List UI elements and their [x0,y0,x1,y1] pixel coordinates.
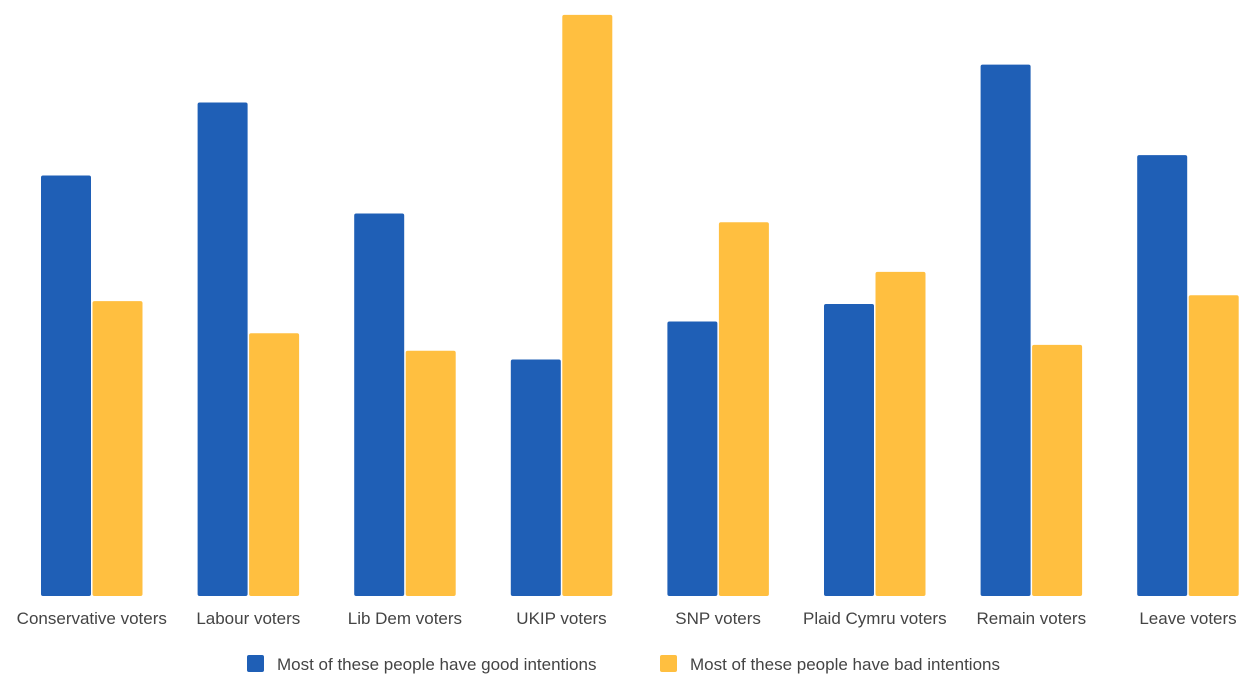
x-tick-label-conservative-voters: Conservative voters [17,609,167,628]
x-tick-label-snp-voters: SNP voters [675,609,761,628]
bar-snp-voters-bad-intentions [718,222,769,596]
x-tick-label-plaid-cymru-voters: Plaid Cymru voters [803,609,947,628]
bar-ukip-voters-bad-intentions [562,14,613,596]
x-tick-label-remain-voters: Remain voters [976,609,1086,628]
bar-conservative-voters-good-intentions [41,175,91,596]
bar-snp-voters-good-intentions [667,321,718,596]
bar-ukip-voters-good-intentions [510,359,561,596]
bar-leave-voters-bad-intentions [1188,295,1239,596]
bar-remain-voters-good-intentions [980,64,1031,597]
bar-labour-voters-bad-intentions [249,333,300,596]
x-tick-label-leave-voters: Leave voters [1139,609,1236,628]
x-tick-label-lib-dem-voters: Lib Dem voters [348,609,462,628]
x-tick-label-labour-voters: Labour voters [196,609,300,628]
bar-plaid-cymru-voters-bad-intentions [875,271,926,596]
legend: Most of these people have good intention… [247,655,1000,674]
bar-conservative-voters-bad-intentions [92,301,143,596]
bar-leave-voters-good-intentions [1137,155,1188,596]
bar-lib-dem-voters-bad-intentions [405,350,456,596]
legend-swatch-good-intentions [247,655,264,672]
x-axis-tick-labels: Conservative voters Labour voters Lib Dem … [17,609,1237,628]
legend-label-good-intentions: Most of these people have good intention… [277,655,596,674]
x-tick-label-ukip-voters: UKIP voters [516,609,606,628]
bar-plaid-cymru-voters-good-intentions [824,304,874,596]
legend-swatch-bad-intentions [660,655,677,672]
bar-labour-voters-good-intentions [197,102,248,596]
bars-layer [41,14,1239,597]
bar-remain-voters-bad-intentions [1032,344,1083,596]
bar-lib-dem-voters-good-intentions [354,213,405,596]
legend-label-bad-intentions: Most of these people have bad intentions [690,655,1000,674]
